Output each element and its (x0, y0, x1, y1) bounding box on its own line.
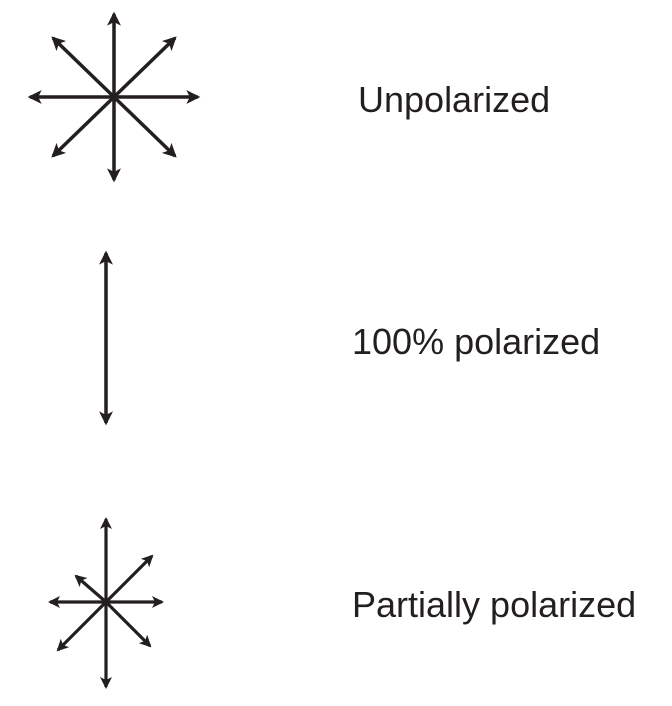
unpolarized-arrows-icon (27, 11, 201, 183)
arrow-down-left (51, 95, 116, 158)
unpolarized-label: Unpolarized (358, 79, 551, 120)
arrow-down-right (112, 95, 177, 158)
partially-polarized-label: Partially polarized (352, 584, 637, 625)
arrow-down-left (56, 600, 108, 652)
arrow-down-right (104, 600, 152, 648)
arrow-up-right (112, 36, 177, 99)
partially-polarized-arrows-icon (48, 517, 164, 689)
arrow-up-left (51, 36, 116, 99)
arrow-up-left (74, 574, 108, 604)
fully-polarized-label: 100% polarized (352, 321, 601, 362)
arrow-up-right (104, 554, 154, 604)
